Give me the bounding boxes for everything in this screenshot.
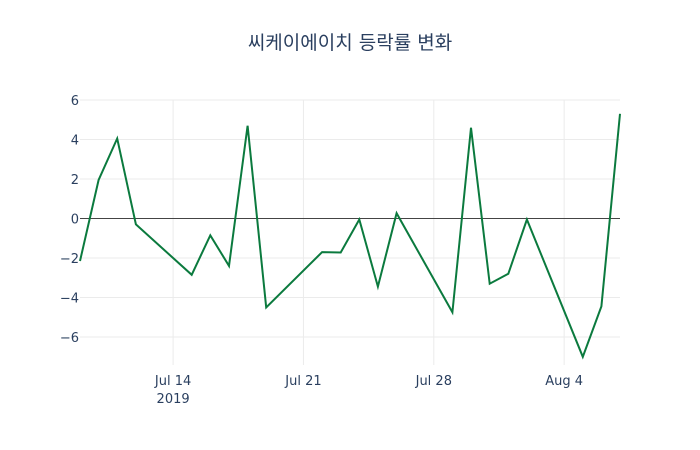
y-tick-label: −4 (60, 292, 79, 307)
y-tick-label: 2 (71, 173, 79, 188)
y-tick-label: −2 (60, 252, 79, 267)
y-tick-label: −6 (60, 331, 79, 346)
series-line (79, 113, 621, 360)
y-tick-label: 4 (71, 134, 79, 149)
y-gridlines (80, 99, 620, 338)
chart-title: 씨케이에이치 등락률 변화 (247, 32, 453, 54)
x-tick-label: Jul 21 (284, 374, 321, 389)
x-axis-labels: Jul 14 2019 Jul 21 Jul 28 Aug 4 (154, 374, 583, 407)
x-tick-year-label: 2019 (157, 392, 190, 407)
y-tick-label: 6 (71, 94, 79, 109)
x-gridlines (172, 100, 565, 365)
y-tick-label: 0 (71, 213, 79, 228)
x-tick-label: Aug 4 (545, 374, 583, 389)
y-axis-labels: 6 4 2 0 −2 −4 −6 (60, 94, 79, 346)
x-tick-label: Jul 14 (154, 374, 191, 389)
x-tick-label: Jul 28 (415, 374, 452, 389)
